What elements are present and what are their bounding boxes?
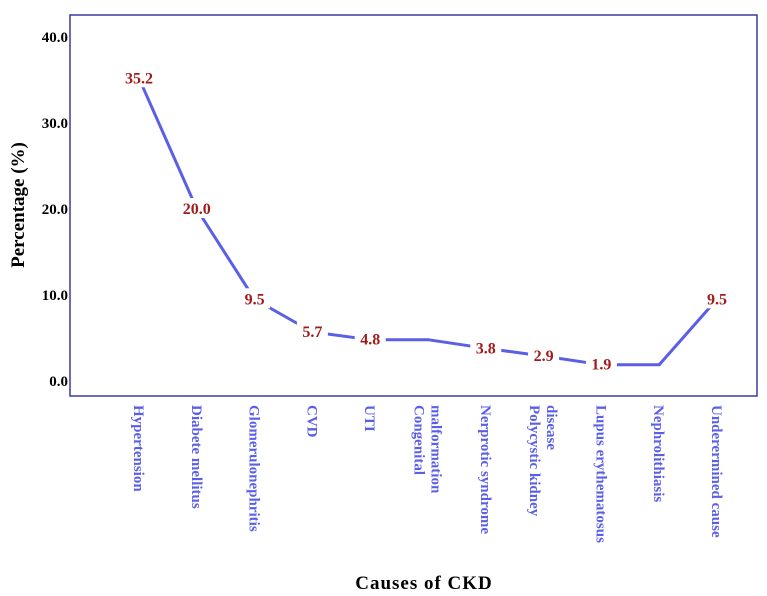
data-label: 9.5: [707, 291, 727, 308]
y-axis-ticks: 0.0 10.0 20.0 30.0 40.0: [42, 30, 68, 390]
data-point: [657, 363, 661, 367]
x-tick-label: Lupus erythematosus: [592, 405, 608, 543]
x-tick-label: Hypertension: [130, 405, 146, 492]
x-tick-label-line: malformation: [428, 405, 444, 494]
y-tick-label: 40.0: [42, 30, 68, 46]
x-axis-ticks: Hypertension Diabete mellitus Glomerulonep…: [130, 405, 724, 543]
x-tick-label: Polycystic kidney disease: [526, 405, 559, 517]
data-label-bg: [296, 320, 328, 341]
x-tick-label-line: Nerprotic syndrome: [477, 405, 493, 534]
data-label-bg: [239, 288, 271, 309]
data-label: 5.7: [302, 324, 322, 341]
y-tick-label: 20.0: [42, 202, 68, 218]
x-tick-label-line: UTI: [361, 405, 377, 432]
x-tick-label: Nerprotic syndrome: [477, 405, 493, 534]
x-tick-label-line: disease: [543, 405, 559, 450]
data-label-bg: [119, 67, 159, 88]
y-tick-label: 30.0: [42, 116, 68, 132]
data-label: 3.8: [476, 340, 496, 357]
plot-frame: [69, 14, 758, 397]
x-tick-label-line: Polycystic kidney: [526, 405, 542, 517]
x-tick-label-line: Congenital: [411, 405, 427, 475]
x-tick-label-line: Lupus erythematosus: [592, 405, 608, 543]
series-line: [137, 77, 719, 367]
x-tick-label: Diabete mellitus: [188, 405, 204, 509]
data-label-bg: [585, 353, 617, 374]
data-label-bg: [470, 337, 502, 358]
y-tick-label: 0.0: [49, 374, 68, 390]
data-label: 20.0: [183, 201, 211, 218]
data-label: 1.9: [591, 357, 611, 374]
data-label: 9.5: [245, 291, 265, 308]
data-label-bg: [354, 328, 386, 349]
data-label: 4.8: [360, 332, 380, 349]
x-axis-title: Causes of CKD: [355, 573, 493, 594]
x-tick-label-line: Underermined cause: [708, 405, 724, 538]
x-tick-label: Congenital malformation: [411, 405, 444, 494]
x-tick-label-line: Diabete mellitus: [188, 405, 204, 509]
data-label: 2.9: [534, 348, 554, 365]
x-tick-label: CVD: [303, 405, 319, 438]
y-axis-title: Percentage (%): [8, 142, 29, 268]
x-tick-label: UTI: [361, 405, 377, 432]
x-tick-label: Glomerulonephritis: [246, 405, 262, 532]
data-label-bg: [701, 288, 733, 309]
x-tick-label-line: Hypertension: [130, 405, 146, 492]
data-labels: 35.2 20.0 9.5 5.7 4.8 3.8 2.9 1.9 9.5: [119, 67, 733, 374]
x-tick-label: Underermined cause: [708, 405, 724, 538]
y-tick-label: 10.0: [42, 288, 68, 304]
data-label-bg: [176, 198, 217, 218]
data-point: [426, 338, 430, 342]
data-label-bg: [528, 345, 560, 366]
series-layer: [137, 76, 719, 367]
x-tick-label-line: Glomerulonephritis: [246, 405, 262, 532]
x-tick-label-line: Nephrolithiasis: [650, 405, 666, 502]
data-label: 35.2: [125, 70, 153, 87]
x-tick-label-line: CVD: [303, 405, 319, 438]
x-tick-label: Nephrolithiasis: [650, 405, 666, 502]
